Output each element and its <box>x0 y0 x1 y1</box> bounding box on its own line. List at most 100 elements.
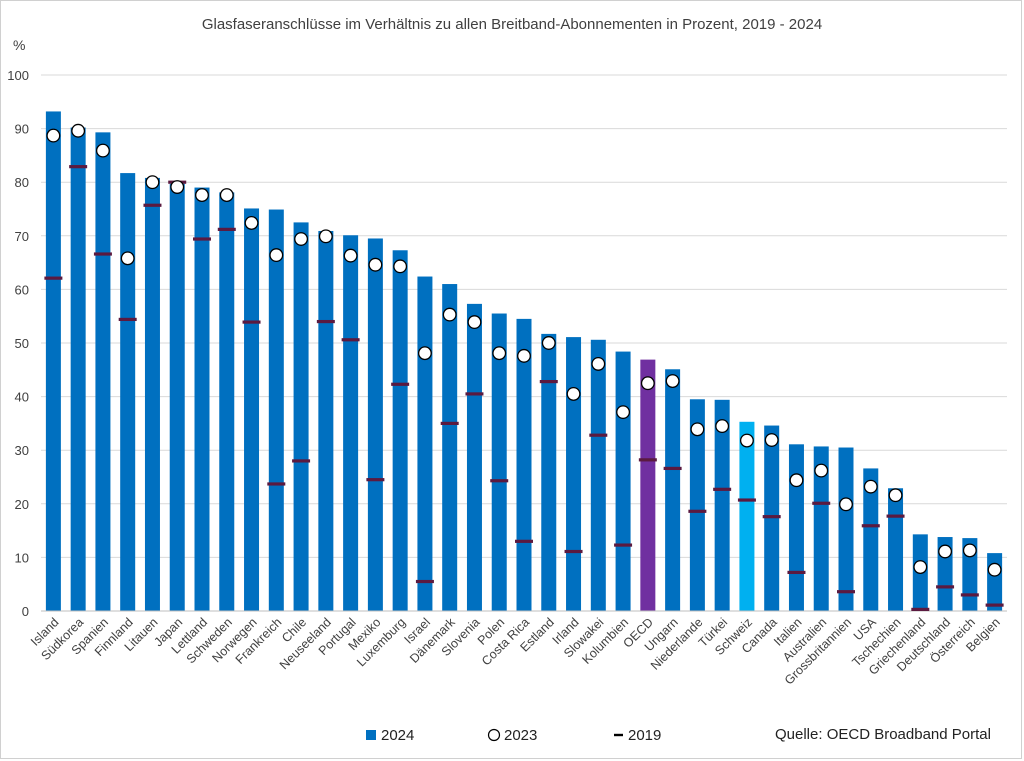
marker-2023 <box>393 259 408 274</box>
bar-2024 <box>45 111 61 611</box>
bar-2024 <box>689 399 705 611</box>
bar-2024 <box>665 369 681 611</box>
marker-2023 <box>690 422 705 437</box>
legend-label-2023: 2023 <box>504 727 537 744</box>
marker-2023 <box>368 257 383 272</box>
y-tick-label: 20 <box>15 497 29 512</box>
marker-2019 <box>614 543 633 547</box>
marker-2019 <box>985 603 1004 607</box>
marker-2019 <box>663 466 682 471</box>
y-tick-label: 90 <box>15 122 29 137</box>
bar-2024 <box>392 250 408 611</box>
marker-2023 <box>640 376 655 391</box>
marker-2023 <box>739 433 754 448</box>
marker-2023 <box>343 248 358 263</box>
bar-2024 <box>466 303 482 611</box>
bar-2024 <box>739 421 755 611</box>
legend-label-2024: 2024 <box>381 727 414 744</box>
marker-2019 <box>316 319 335 324</box>
marker-2023 <box>71 123 86 138</box>
marker-2019 <box>69 165 88 169</box>
bar-2024 <box>491 313 507 611</box>
marker-2023 <box>814 463 829 478</box>
bar-2024 <box>268 209 284 611</box>
marker-2023 <box>467 315 482 330</box>
marker-2023 <box>120 251 135 266</box>
y-axis-unit: % <box>13 37 25 53</box>
marker-2023 <box>219 188 234 203</box>
marker-2019 <box>713 487 732 491</box>
marker-2023 <box>95 143 110 158</box>
marker-2019 <box>93 252 112 256</box>
y-tick-label: 10 <box>15 550 29 565</box>
marker-2023 <box>294 232 309 246</box>
bar-2024 <box>367 238 383 612</box>
marker-2023 <box>145 175 160 190</box>
bar-2024 <box>244 208 260 612</box>
marker-2019 <box>564 549 583 554</box>
bar-2024 <box>516 318 532 611</box>
legend-label-2019: 2019 <box>628 727 661 744</box>
marker-2023 <box>839 497 853 512</box>
marker-2023 <box>987 562 1002 577</box>
bar-2024 <box>764 425 780 611</box>
marker-2019 <box>539 379 558 384</box>
marker-2023 <box>665 374 680 389</box>
marker-2023 <box>492 346 507 361</box>
bar-2024 <box>169 183 185 612</box>
bar-2024 <box>293 222 309 611</box>
marker-2019 <box>762 515 781 519</box>
marker-2019 <box>490 479 509 483</box>
marker-2019 <box>861 524 880 528</box>
bar-2024 <box>219 192 235 611</box>
bar-2024 <box>615 351 631 611</box>
marker-2019 <box>391 382 410 386</box>
source-note: Quelle: OECD Broadband Portal <box>775 726 991 743</box>
marker-2019 <box>292 459 311 463</box>
marker-2019 <box>886 514 905 518</box>
marker-2023 <box>616 405 631 420</box>
bar-2024 <box>714 399 730 611</box>
bar-2024 <box>863 468 879 611</box>
marker-2023 <box>541 336 556 350</box>
marker-2019 <box>366 478 385 482</box>
marker-2023 <box>170 180 185 194</box>
marker-2019 <box>193 237 211 241</box>
y-tick-label: 60 <box>15 282 29 297</box>
marker-2023 <box>591 356 606 371</box>
bar-2024 <box>566 337 582 611</box>
marker-2019 <box>267 482 286 486</box>
marker-2019 <box>837 590 855 594</box>
marker-2019 <box>589 433 608 437</box>
marker-2023 <box>789 473 804 488</box>
marker-2023 <box>715 419 730 434</box>
marker-2023 <box>863 479 878 494</box>
marker-2019 <box>737 498 756 502</box>
y-tick-label: 30 <box>15 443 29 458</box>
y-tick-label: 40 <box>15 390 29 405</box>
marker-2019 <box>812 501 831 505</box>
y-tick-label: 80 <box>15 175 29 190</box>
marker-2019 <box>143 203 162 207</box>
legend-swatch-2019 <box>614 733 623 737</box>
bar-2024 <box>788 444 804 611</box>
marker-2023 <box>195 188 209 203</box>
legend-swatch-2023 <box>487 728 501 742</box>
marker-2023 <box>517 348 531 363</box>
marker-2023 <box>962 543 977 558</box>
bar-2024 <box>343 235 359 611</box>
bar-2024 <box>813 446 829 611</box>
marker-2019 <box>960 593 979 597</box>
marker-2023 <box>417 346 432 361</box>
bar-2024 <box>318 230 334 611</box>
bar-2024 <box>442 284 458 611</box>
marker-2023 <box>46 128 61 143</box>
y-tick-label: 100 <box>7 68 29 83</box>
marker-2019 <box>688 509 707 513</box>
marker-2019 <box>911 607 930 611</box>
legend-swatch-2024 <box>366 730 376 740</box>
bar-2024 <box>838 447 854 611</box>
bar-2024 <box>95 132 111 612</box>
